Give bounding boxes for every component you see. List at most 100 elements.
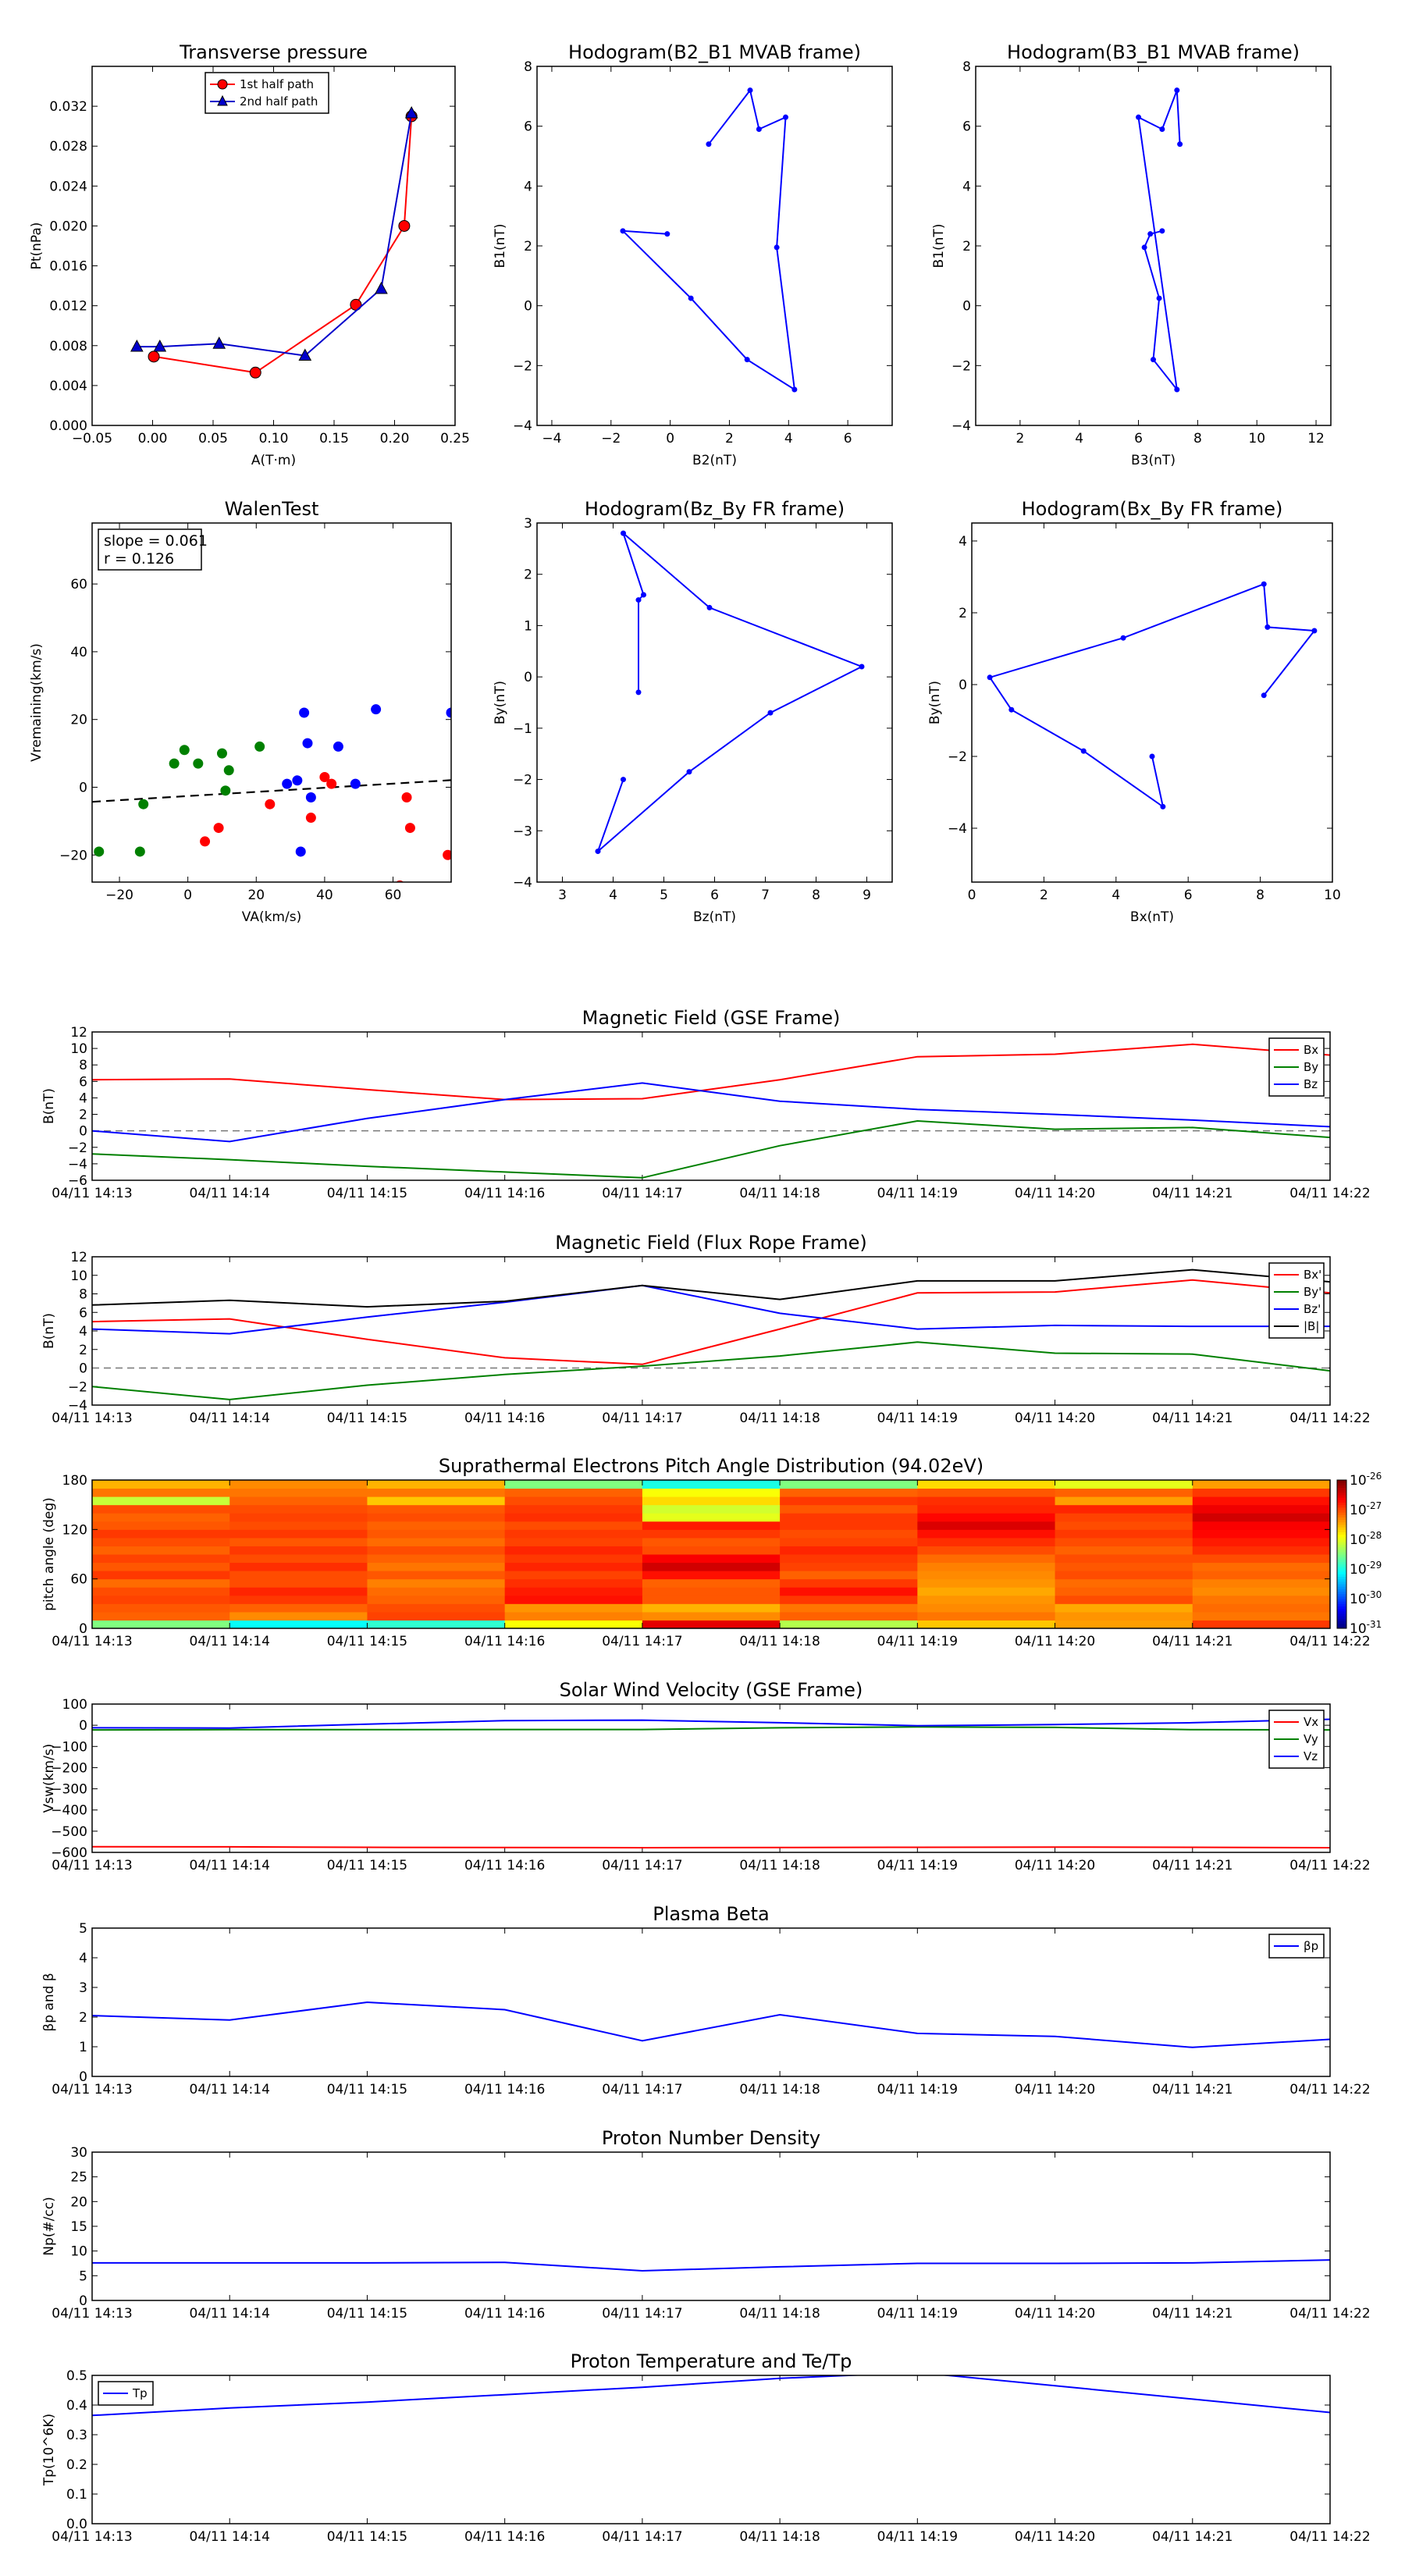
x-tick-label: 04/11 14:22 xyxy=(1289,1411,1370,1426)
heatmap-cell xyxy=(1192,1480,1331,1489)
series--b- xyxy=(92,1268,1330,1308)
heatmap-cell xyxy=(1055,1578,1193,1588)
data-point xyxy=(987,674,993,681)
heatmap-cell xyxy=(642,1504,781,1514)
x-tick-label: 04/11 14:18 xyxy=(739,1858,820,1873)
heatmap-cell xyxy=(504,1529,643,1539)
x-tick-label: 04/11 14:20 xyxy=(1015,1858,1095,1873)
legend-label: |B| xyxy=(1304,1319,1319,1333)
y-tick-label: 20 xyxy=(70,2194,87,2210)
y-tick-label: 3 xyxy=(79,1980,87,1996)
heatmap-cell xyxy=(229,1611,368,1621)
chart-title: Proton Temperature and Te/Tp xyxy=(571,2350,852,2372)
colorbar-band xyxy=(1337,1559,1346,1562)
data-point xyxy=(1159,126,1165,132)
y-tick-label: −1 xyxy=(513,721,532,737)
colorbar-band xyxy=(1337,1584,1346,1587)
x-tick-label: 04/11 14:19 xyxy=(877,2082,958,2097)
fit-line xyxy=(92,779,451,803)
series-line xyxy=(92,1268,1330,1308)
y-axis: 0 1 2 3 4 5 xyxy=(79,1921,1330,2085)
heatmap-cell xyxy=(780,1562,918,1571)
series-1 xyxy=(200,771,451,882)
colorbar-tick-label: 10-31 xyxy=(1350,1619,1382,1637)
y-axis-label: pitch angle (deg) xyxy=(41,1497,57,1611)
heatmap-cell xyxy=(1055,1529,1193,1539)
data-point xyxy=(1151,357,1156,363)
data-point xyxy=(213,823,224,834)
y-axis: −4 −2 0 2 4 6 8 xyxy=(513,59,892,434)
y-axis-label: βp and β xyxy=(41,1973,57,2031)
series-0 xyxy=(92,2259,1330,2272)
heatmap-cell xyxy=(780,1521,918,1530)
colorbar-band xyxy=(1337,1521,1346,1525)
x-tick-label: 04/11 14:22 xyxy=(1289,2082,1370,2097)
series-bz xyxy=(92,1082,1330,1143)
y-axis-label: Pt(nPa) xyxy=(29,222,44,270)
y-tick-label: 0.2 xyxy=(66,2457,87,2473)
colorbar-band xyxy=(1337,1500,1346,1503)
colorbar-band xyxy=(1337,1596,1346,1599)
x-tick-label: 04/11 14:21 xyxy=(1152,2082,1232,2097)
data-point xyxy=(756,126,762,132)
x-tick-label: 04/11 14:17 xyxy=(602,1858,682,1873)
heatmap-cell xyxy=(642,1496,781,1506)
heatmap-cell xyxy=(917,1496,1056,1506)
colorbar-band xyxy=(1337,1593,1346,1597)
colorbar-band xyxy=(1337,1527,1346,1530)
series-line xyxy=(92,1043,1330,1101)
x-tick-label: 04/11 14:13 xyxy=(52,2529,132,2545)
series-line xyxy=(92,2259,1330,2272)
x-tick-label: 5 xyxy=(660,888,668,903)
heatmap-cell xyxy=(917,1513,1056,1522)
plot-area xyxy=(92,1718,1330,1849)
data-point xyxy=(443,849,451,860)
data-point xyxy=(1174,386,1180,393)
heatmap-cell xyxy=(229,1546,368,1555)
series-bz- xyxy=(92,1284,1330,1335)
heatmap-cell xyxy=(229,1603,368,1613)
data-point xyxy=(138,799,149,809)
colorbar-band xyxy=(1337,1606,1346,1610)
series-line xyxy=(92,1845,1330,1849)
data-point xyxy=(446,707,451,718)
heatmap-cell xyxy=(92,1578,230,1588)
data-point xyxy=(635,689,642,696)
heatmap-cell xyxy=(367,1480,506,1489)
x-tick-label: 04/11 14:16 xyxy=(464,2306,545,2322)
heatmap-cell xyxy=(642,1595,781,1604)
x-tick-label: 04/11 14:16 xyxy=(464,2529,545,2545)
data-point xyxy=(319,771,330,782)
series-line xyxy=(988,582,1316,809)
x-tick-label: 2 xyxy=(1016,431,1024,447)
y-tick-label: −600 xyxy=(51,1845,87,1861)
data-point xyxy=(1141,244,1147,251)
colorbar-band xyxy=(1337,1591,1346,1595)
heatmap-cell xyxy=(504,1546,643,1555)
y-axis-label: B1(nT) xyxy=(493,224,508,269)
heatmap-cell xyxy=(917,1603,1056,1613)
colorbar-band xyxy=(1337,1618,1346,1621)
y-tick-label: −400 xyxy=(51,1803,87,1819)
y-tick-label: 6 xyxy=(79,1305,87,1321)
y-tick-label: 0.000 xyxy=(49,418,87,434)
heatmap-cell xyxy=(367,1562,506,1571)
heatmap-cell xyxy=(1192,1546,1331,1555)
chart-title: Hodogram(B2_B1 MVAB frame) xyxy=(568,41,861,63)
heatmap-cell xyxy=(1055,1546,1193,1555)
heatmap-cell xyxy=(642,1578,781,1588)
x-axis: 04/11 14:13 04/11 14:14 04/11 14:15 04/11 1… xyxy=(52,1032,1371,1201)
data-point xyxy=(1149,753,1155,760)
colorbar-band xyxy=(1337,1532,1346,1535)
data-point xyxy=(706,604,713,610)
x-tick-label: 04/11 14:18 xyxy=(739,1186,820,1201)
data-point xyxy=(326,778,337,789)
colorbar-band xyxy=(1337,1519,1346,1523)
x-tick-label: 04/11 14:13 xyxy=(52,2306,132,2322)
heatmap-cell xyxy=(92,1611,230,1621)
data-point xyxy=(216,748,227,759)
colorbar-band xyxy=(1337,1485,1346,1488)
x-tick-label: 0.20 xyxy=(380,431,410,447)
data-point xyxy=(1174,87,1180,94)
series-line xyxy=(92,1718,1330,1729)
